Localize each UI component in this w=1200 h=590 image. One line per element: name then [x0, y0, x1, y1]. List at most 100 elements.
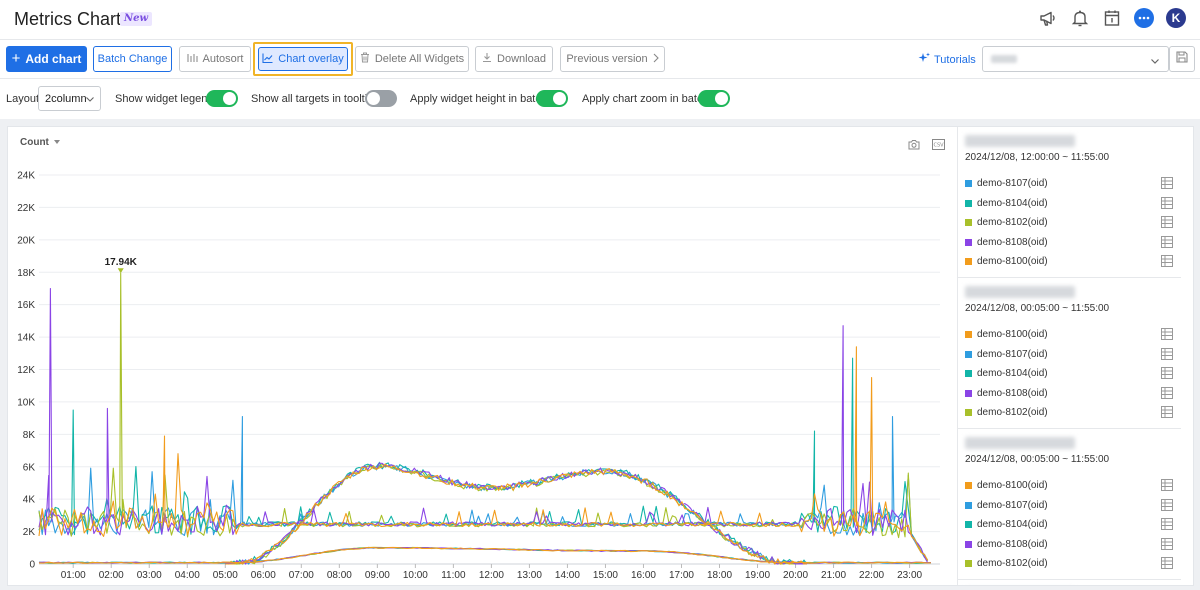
save-icon: [1176, 50, 1188, 68]
legend-group: 2024/12/08, 12:00:00 ~ 11:55:00 demo-8107…: [958, 135, 1181, 278]
legend-item[interactable]: demo-8107(oid): [958, 497, 1181, 517]
legend-swatch: [965, 540, 972, 548]
y-tick-label: 20K: [17, 235, 35, 246]
table-icon[interactable]: [1161, 386, 1173, 399]
apply-height-label: Apply widget height in batch: [410, 93, 547, 105]
csv-icon[interactable]: CSV: [932, 137, 945, 155]
table-icon[interactable]: [1161, 235, 1173, 248]
table-icon[interactable]: [1161, 196, 1173, 209]
tutorials-link[interactable]: Tutorials: [918, 52, 976, 67]
legend-item-label: demo-8104(oid): [977, 197, 1048, 209]
x-tick-label: 12:00: [479, 570, 504, 581]
show-widget-legend-label: Show widget legend: [115, 93, 214, 105]
x-tick-label: 01:00: [61, 570, 86, 581]
legend-group-title-redacted: [965, 436, 1075, 449]
peak-label: 17.94K: [105, 257, 138, 268]
x-tick-label: 07:00: [289, 570, 314, 581]
table-icon[interactable]: [1161, 255, 1173, 268]
legend-item[interactable]: demo-8104(oid): [958, 195, 1181, 215]
legend-item[interactable]: demo-8108(oid): [958, 234, 1181, 254]
series-line-mid: [38, 357, 928, 560]
trash-icon: [360, 52, 370, 66]
legend-swatch: [965, 258, 972, 266]
y-tick-label: 2K: [23, 527, 36, 538]
legend-group-range: 2024/12/08, 00:05:00 ~ 11:55:00: [965, 302, 1110, 314]
legend-item[interactable]: demo-8108(oid): [958, 536, 1181, 556]
legend-swatch: [965, 501, 972, 509]
chart-overlay-button[interactable]: Chart overlay: [258, 47, 348, 71]
previous-version-button[interactable]: Previous version: [560, 46, 665, 72]
legend-item[interactable]: demo-8104(oid): [958, 365, 1181, 385]
legend-item[interactable]: demo-8100(oid): [958, 253, 1181, 273]
series-line-low: [38, 546, 931, 564]
legend-item[interactable]: demo-8100(oid): [958, 326, 1181, 346]
apply-height-toggle[interactable]: [536, 90, 568, 107]
table-icon[interactable]: [1161, 347, 1173, 360]
version-select-value-redacted: [991, 55, 1017, 63]
chart-widget: Count CSV 0 2K 4K 6K 8K 10K 12K 14K 16K 18K 20K 22K…: [7, 126, 1194, 586]
x-tick-label: 23:00: [897, 570, 922, 581]
delete-all-widgets-button[interactable]: Delete All Widgets: [355, 46, 469, 72]
table-icon[interactable]: [1161, 557, 1173, 570]
avatar[interactable]: K: [1166, 8, 1186, 28]
legend-item[interactable]: demo-8102(oid): [958, 214, 1181, 234]
bell-icon[interactable]: [1070, 8, 1090, 28]
megaphone-icon[interactable]: [1038, 8, 1058, 28]
show-all-targets-toggle[interactable]: [365, 90, 397, 107]
version-select[interactable]: [982, 46, 1169, 72]
autosort-button[interactable]: Autosort: [179, 46, 251, 72]
x-tick-label: 18:00: [707, 570, 732, 581]
metric-selector[interactable]: Count: [20, 137, 60, 148]
caret-down-icon: [53, 140, 60, 145]
add-chart-button[interactable]: + Add chart: [6, 46, 87, 72]
table-icon[interactable]: [1161, 177, 1173, 189]
legend-item[interactable]: demo-8100(oid): [958, 477, 1181, 497]
legend-group: 2024/12/08, 00:05:00 ~ 11:55:00 demo-8100…: [958, 285, 1181, 429]
x-tick-label: 06:00: [251, 570, 276, 581]
x-tick-label: 03:00: [137, 570, 162, 581]
autosort-icon: [186, 53, 198, 66]
legend-item[interactable]: demo-8107(oid): [958, 175, 1181, 195]
legend-item[interactable]: demo-8102(oid): [958, 555, 1181, 575]
layout-select[interactable]: 2column: [38, 86, 101, 111]
download-button[interactable]: Download: [475, 46, 553, 72]
legend-item[interactable]: demo-8102(oid): [958, 404, 1181, 424]
chat-icon[interactable]: [1134, 8, 1154, 28]
table-icon[interactable]: [1161, 367, 1173, 380]
legend-swatch: [965, 389, 972, 397]
page-title: Metrics Chart: [14, 9, 122, 29]
line-chart[interactable]: 0 2K 4K 6K 8K 10K 12K 14K 16K 18K 20K 22K 24K 01:00 02…: [8, 127, 956, 585]
table-icon[interactable]: [1161, 537, 1173, 550]
x-tick-label: 02:00: [99, 570, 124, 581]
table-icon[interactable]: [1161, 406, 1173, 419]
x-tick-label: 19:00: [745, 570, 770, 581]
chevron-down-icon: [85, 94, 95, 107]
y-tick-label: 18K: [17, 268, 35, 279]
legend-sidebar: 2024/12/08, 12:00:00 ~ 11:55:00 demo-8107…: [957, 127, 1195, 585]
legend-swatch: [965, 330, 972, 338]
legend-item-label: demo-8100(oid): [977, 256, 1048, 268]
legend-item-label: demo-8102(oid): [977, 217, 1048, 229]
table-icon[interactable]: [1161, 327, 1173, 340]
y-tick-label: 16K: [17, 300, 35, 311]
series-line-mid: [38, 287, 929, 563]
legend-item[interactable]: demo-8108(oid): [958, 385, 1181, 405]
calendar-icon[interactable]: [1102, 8, 1122, 28]
save-button[interactable]: [1169, 46, 1195, 72]
legend-item[interactable]: demo-8107(oid): [958, 346, 1181, 366]
legend-swatch: [965, 521, 972, 529]
header-actions: K: [1038, 8, 1186, 28]
chevron-down-icon: [1150, 53, 1160, 71]
table-icon[interactable]: [1161, 518, 1173, 531]
table-icon[interactable]: [1161, 498, 1173, 511]
legend-item[interactable]: demo-8104(oid): [958, 516, 1181, 536]
batch-change-button[interactable]: Batch Change: [93, 46, 172, 72]
table-icon[interactable]: [1161, 478, 1173, 491]
show-widget-legend-toggle[interactable]: [206, 90, 238, 107]
legend-swatch: [965, 560, 972, 568]
line-chart-icon: [262, 53, 273, 66]
table-icon[interactable]: [1161, 216, 1173, 229]
download-icon: [482, 52, 492, 66]
apply-zoom-toggle[interactable]: [698, 90, 730, 107]
camera-icon[interactable]: [908, 137, 920, 155]
